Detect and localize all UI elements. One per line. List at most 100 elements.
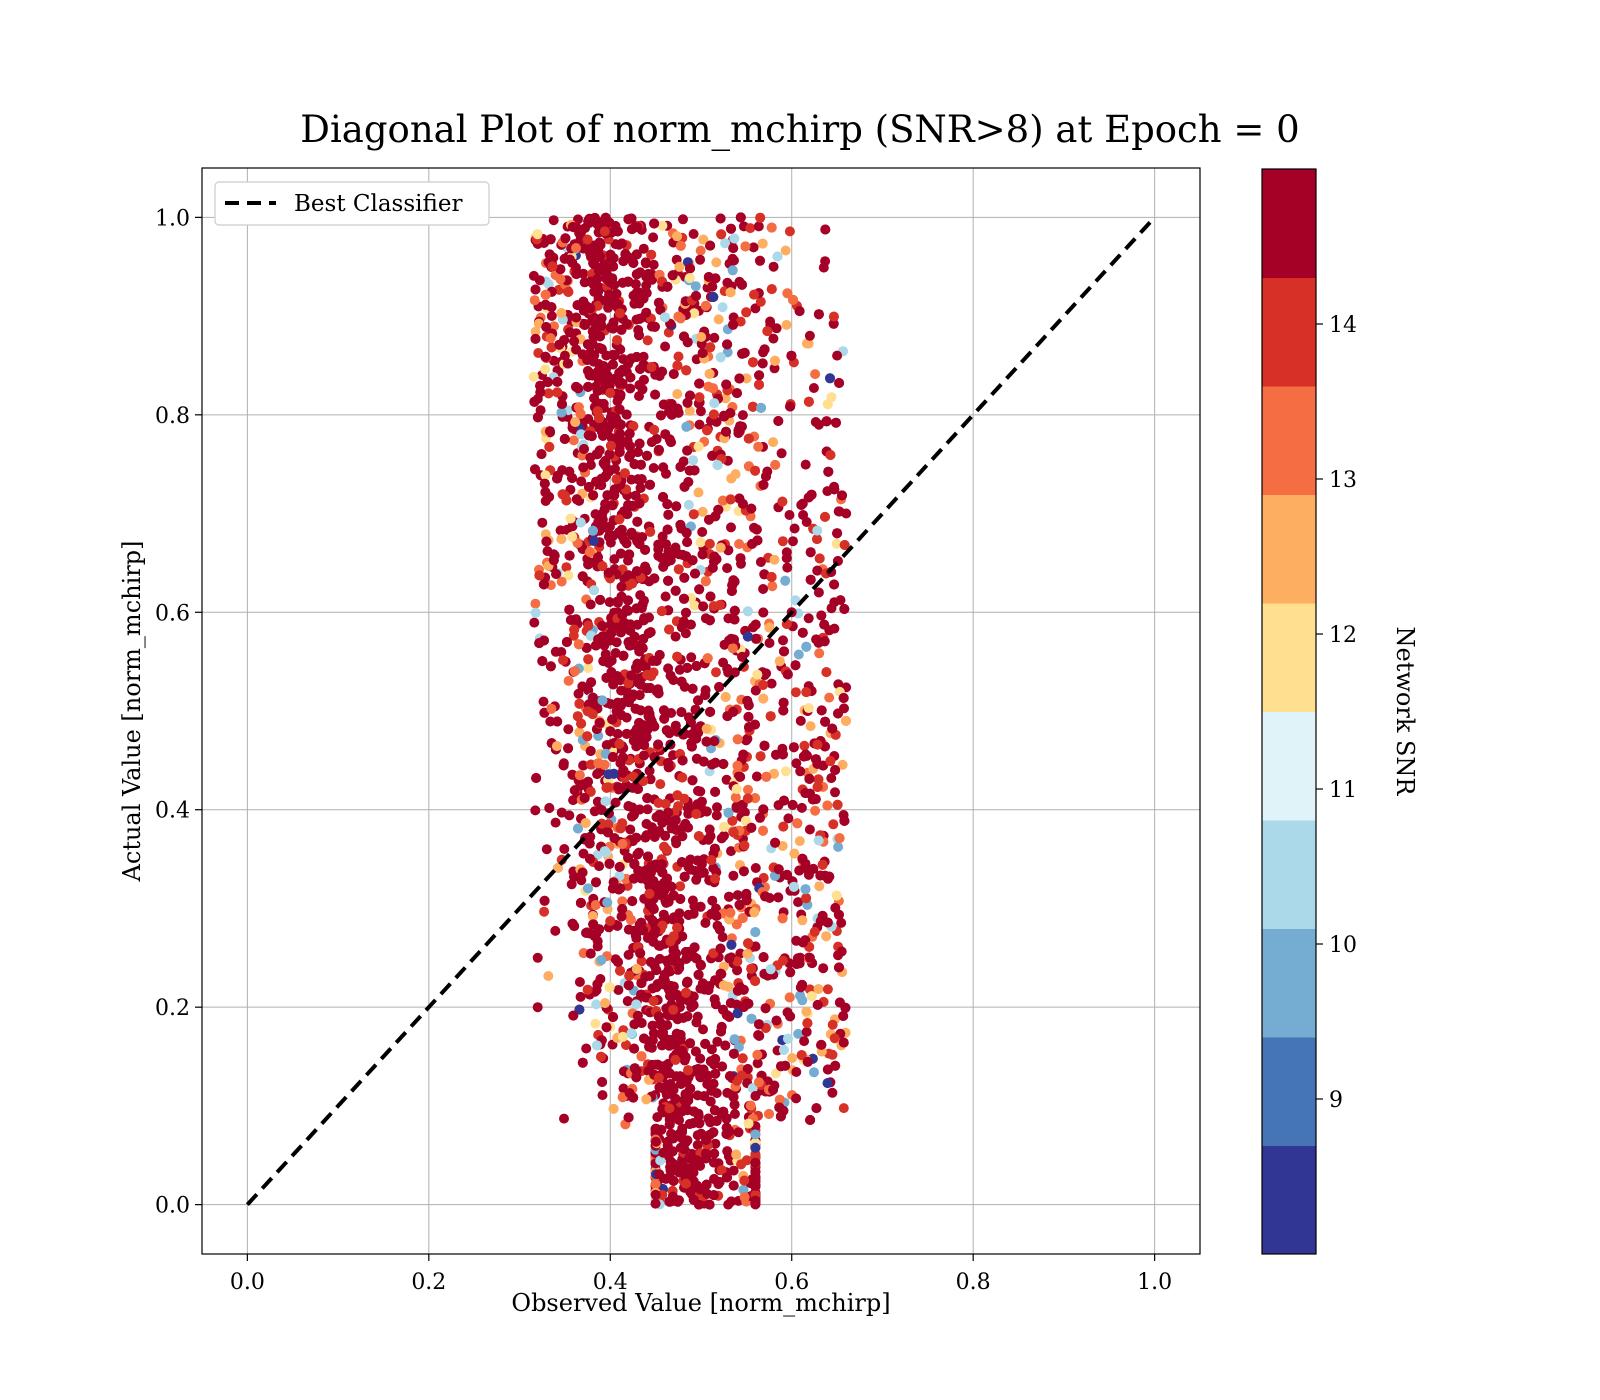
scatter-point [751, 524, 762, 535]
scatter-point [674, 261, 685, 272]
scatter-point [642, 793, 653, 804]
scatter-point [651, 1136, 661, 1147]
scatter-point [671, 824, 682, 835]
scatter-point [821, 931, 832, 942]
scatter-point [665, 1034, 676, 1045]
scatter-point [613, 985, 624, 995]
scatter-point [545, 234, 556, 245]
scatter-point [708, 383, 718, 394]
scatter-point [621, 1040, 632, 1050]
scatter-point [606, 411, 617, 422]
scatter-point [555, 264, 566, 275]
scatter-point [706, 855, 717, 866]
scatter-point [645, 479, 655, 490]
scatter-point [678, 821, 689, 832]
scatter-point [615, 965, 625, 976]
scatter-point [829, 1033, 840, 1044]
scatter-point [656, 1029, 667, 1040]
scatter-point [745, 1100, 756, 1111]
scatter-point [568, 435, 579, 446]
scatter-point [642, 669, 653, 680]
scatter-point [788, 881, 799, 892]
scatter-point [709, 398, 720, 409]
scatter-point [690, 724, 701, 735]
scatter-point [718, 980, 729, 991]
scatter-point [592, 1040, 602, 1051]
scatter-point [645, 713, 656, 724]
scatter-point [829, 484, 840, 495]
scatter-point [615, 308, 625, 319]
scatter-point [698, 756, 709, 767]
scatter-point [761, 471, 771, 482]
scatter-point [753, 221, 764, 232]
scatter-point [814, 553, 825, 564]
scatter-point [655, 1155, 666, 1166]
scatter-point [601, 672, 612, 683]
scatter-point [679, 593, 689, 604]
scatter-point [786, 350, 797, 361]
scatter-point [629, 1019, 640, 1030]
scatter-point [607, 752, 618, 762]
scatter-point [796, 802, 807, 813]
scatter-point [782, 562, 793, 573]
scatter-point [532, 229, 543, 240]
scatter-point [805, 547, 816, 558]
scatter-point [670, 631, 681, 642]
scatter-point [592, 406, 603, 417]
scatter-point [754, 1030, 765, 1041]
scatter-point [530, 598, 541, 609]
scatter-point [612, 335, 623, 346]
scatter-point [700, 300, 711, 311]
scatter-point [695, 406, 706, 417]
scatter-point [752, 1058, 763, 1069]
scatter-point [584, 853, 595, 864]
scatter-point [777, 841, 788, 851]
scatter-point [591, 999, 602, 1010]
scatter-point [728, 319, 739, 330]
scatter-point [615, 883, 626, 894]
scatter-point [737, 913, 748, 924]
scatter-point [695, 1072, 706, 1083]
scatter-point [636, 474, 647, 485]
scatter-point [624, 1088, 635, 1098]
scatter-point [604, 597, 615, 608]
scatter-point [686, 652, 697, 663]
scatter-point [606, 655, 617, 666]
scatter-point [546, 311, 557, 321]
scatter-point [709, 1148, 720, 1159]
scatter-point [773, 892, 784, 903]
scatter-point [665, 670, 676, 681]
scatter-point [715, 352, 726, 363]
scatter-point [830, 787, 840, 798]
scatter-point [730, 792, 741, 803]
scatter-point [628, 421, 639, 432]
scatter-point [530, 805, 541, 816]
scatter-point [682, 537, 693, 548]
scatter-point [638, 866, 648, 877]
scatter-point [617, 1031, 628, 1042]
scatter-point [724, 953, 735, 964]
scatter-point [587, 525, 598, 536]
scatter-point [709, 994, 720, 1005]
scatter-point [714, 682, 725, 692]
scatter-point [641, 1094, 652, 1105]
scatter-point [826, 603, 837, 614]
scatter-point [726, 223, 736, 234]
scatter-point [636, 956, 647, 967]
scatter-point [811, 634, 822, 645]
scatter-point [675, 519, 686, 530]
scatter-point [616, 238, 627, 249]
scatter-point [585, 746, 596, 756]
scatter-point [782, 869, 792, 880]
scatter-point [710, 757, 721, 768]
scatter-point [617, 904, 628, 914]
scatter-point [769, 363, 780, 374]
scatter-point [779, 795, 789, 806]
scatter-point [704, 368, 715, 379]
scatter-point [590, 900, 601, 910]
scatter-point [555, 525, 566, 536]
scatter-point [670, 542, 681, 553]
scatter-point [798, 751, 809, 762]
scatter-point [635, 482, 646, 493]
scatter-point [573, 402, 584, 413]
